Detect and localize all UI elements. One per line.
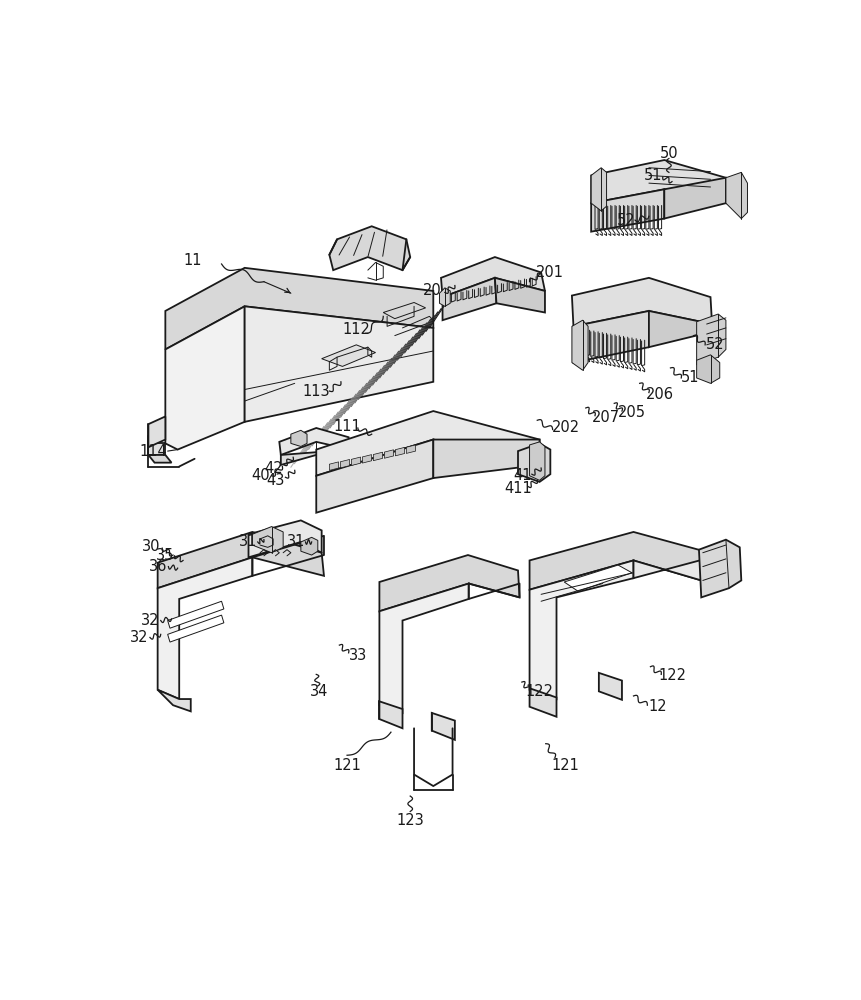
Polygon shape <box>316 440 433 513</box>
Text: 35: 35 <box>156 548 174 563</box>
Text: 121: 121 <box>332 758 361 773</box>
Polygon shape <box>591 189 664 232</box>
Polygon shape <box>517 443 549 482</box>
Text: 114: 114 <box>139 444 167 459</box>
Polygon shape <box>564 565 631 591</box>
Polygon shape <box>329 462 338 470</box>
Polygon shape <box>300 537 318 555</box>
Polygon shape <box>379 584 468 713</box>
Polygon shape <box>281 450 350 465</box>
Text: 52: 52 <box>616 213 635 228</box>
Polygon shape <box>351 457 360 466</box>
Text: 50: 50 <box>659 146 678 161</box>
Text: 20: 20 <box>422 283 441 298</box>
Text: 122: 122 <box>657 668 685 683</box>
Text: 31: 31 <box>239 534 257 549</box>
Text: 34: 34 <box>310 684 328 699</box>
Polygon shape <box>698 540 740 597</box>
Polygon shape <box>329 226 410 270</box>
Text: 42: 42 <box>263 461 282 476</box>
Text: 205: 205 <box>617 405 645 420</box>
Text: 12: 12 <box>648 699 666 714</box>
Text: 11: 11 <box>183 253 202 268</box>
Text: 122: 122 <box>525 684 553 699</box>
Polygon shape <box>279 428 350 455</box>
Text: 52: 52 <box>705 337 723 352</box>
Polygon shape <box>148 443 165 455</box>
Text: 30: 30 <box>142 539 160 554</box>
Polygon shape <box>290 430 307 446</box>
Polygon shape <box>316 411 539 476</box>
Polygon shape <box>664 178 725 219</box>
Polygon shape <box>633 555 719 586</box>
Polygon shape <box>529 560 633 699</box>
Text: 36: 36 <box>148 559 167 574</box>
Polygon shape <box>167 601 224 628</box>
Polygon shape <box>441 257 544 297</box>
Polygon shape <box>148 455 171 463</box>
Polygon shape <box>384 450 393 458</box>
Text: 31: 31 <box>287 534 305 549</box>
Polygon shape <box>648 311 711 347</box>
Polygon shape <box>245 306 433 422</box>
Polygon shape <box>494 278 544 312</box>
Text: 51: 51 <box>643 168 662 183</box>
Polygon shape <box>591 160 725 203</box>
Text: 43: 43 <box>266 473 284 488</box>
Polygon shape <box>158 690 190 711</box>
Polygon shape <box>373 452 382 461</box>
Polygon shape <box>529 442 544 480</box>
Polygon shape <box>158 532 324 588</box>
Polygon shape <box>379 555 519 611</box>
Polygon shape <box>165 268 433 349</box>
Polygon shape <box>321 345 375 366</box>
Polygon shape <box>591 168 606 211</box>
Polygon shape <box>431 713 455 740</box>
Polygon shape <box>395 447 404 456</box>
Polygon shape <box>158 557 252 699</box>
Text: 40: 40 <box>251 468 269 483</box>
Polygon shape <box>167 615 224 642</box>
Polygon shape <box>433 440 539 478</box>
Polygon shape <box>148 416 165 447</box>
Text: 113: 113 <box>302 384 330 399</box>
Polygon shape <box>362 455 371 463</box>
Polygon shape <box>725 172 746 219</box>
Polygon shape <box>598 673 622 700</box>
Polygon shape <box>696 314 725 365</box>
Polygon shape <box>165 306 245 450</box>
Polygon shape <box>571 320 587 370</box>
Text: 111: 111 <box>333 419 361 434</box>
Polygon shape <box>406 445 415 453</box>
Polygon shape <box>383 302 425 319</box>
Text: 51: 51 <box>680 370 699 385</box>
Text: 411: 411 <box>504 481 531 496</box>
Polygon shape <box>439 288 449 306</box>
Polygon shape <box>340 459 350 468</box>
Text: 201: 201 <box>536 265 564 280</box>
Text: 121: 121 <box>551 758 579 773</box>
Polygon shape <box>248 520 321 557</box>
Text: 33: 33 <box>349 648 367 663</box>
Polygon shape <box>573 311 648 363</box>
Polygon shape <box>529 688 556 717</box>
Polygon shape <box>696 355 719 383</box>
Text: 123: 123 <box>396 813 424 828</box>
Text: 112: 112 <box>342 322 370 337</box>
Text: 202: 202 <box>551 420 579 436</box>
Text: 41: 41 <box>513 468 531 483</box>
Polygon shape <box>571 278 711 326</box>
Text: 207: 207 <box>591 410 619 425</box>
Polygon shape <box>379 701 402 728</box>
Text: 206: 206 <box>645 387 673 402</box>
Text: 32: 32 <box>130 630 148 645</box>
Polygon shape <box>529 532 719 590</box>
Polygon shape <box>442 278 496 320</box>
Text: 32: 32 <box>140 613 159 628</box>
Polygon shape <box>252 527 282 553</box>
